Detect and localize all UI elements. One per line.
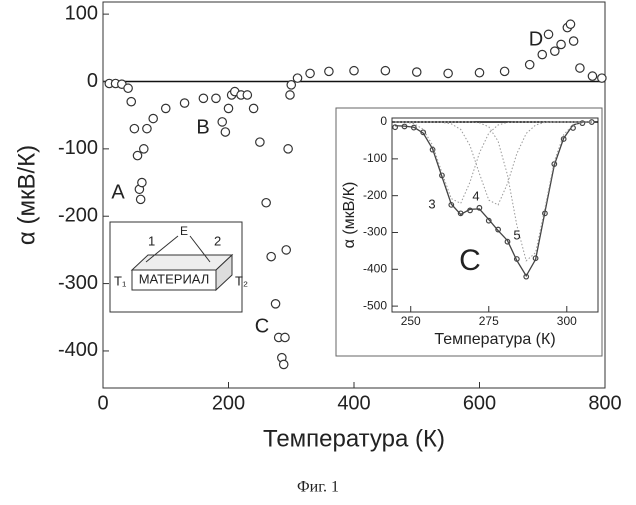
figure: 0 200 400 600 800 -400 -300 -200 -100 0 100 Темпера… — [0, 0, 636, 500]
y-tick-label: -400 — [363, 261, 387, 275]
data-point — [136, 195, 144, 203]
data-point — [576, 64, 584, 72]
data-point — [413, 68, 421, 76]
data-point — [538, 50, 546, 58]
data-point — [350, 67, 358, 75]
wire-label: 2 — [214, 233, 221, 248]
inset-chart: 250 275 300 -500 -400 -300 -200 -100 0 Температур… — [336, 108, 602, 356]
y-tick-label: 0 — [87, 70, 98, 92]
data-point — [284, 145, 292, 153]
x-tick-label: 300 — [557, 314, 577, 328]
data-point — [256, 138, 264, 146]
x-tick-label: 400 — [337, 392, 370, 414]
data-point — [162, 104, 170, 112]
annotation: 3 — [428, 196, 435, 211]
material-label: МАТЕРИАЛ — [139, 271, 210, 286]
data-point — [287, 81, 295, 89]
y-tick-label: -500 — [363, 298, 387, 312]
data-point — [138, 178, 146, 186]
data-point — [566, 20, 574, 28]
data-point — [243, 91, 251, 99]
y-tick-label: -200 — [58, 205, 98, 227]
data-point — [286, 91, 294, 99]
y-axis-label: α (мкВ/К) — [13, 145, 40, 245]
annotation: A — [111, 181, 125, 203]
block-top — [132, 255, 232, 270]
data-point — [130, 124, 138, 132]
temp-label: T₁ — [114, 273, 127, 288]
data-point — [569, 37, 577, 45]
data-point — [149, 114, 157, 122]
annotation: D — [529, 28, 543, 50]
data-point — [180, 99, 188, 107]
data-point — [133, 151, 141, 159]
annotation: B — [196, 116, 209, 138]
annotation: 4 — [472, 188, 479, 203]
data-point — [271, 300, 279, 308]
data-point — [544, 30, 552, 38]
data-point — [143, 124, 151, 132]
x-axis-label: Температура (К) — [263, 425, 445, 452]
data-point — [281, 333, 289, 341]
data-point — [551, 47, 559, 55]
x-tick-label: 0 — [97, 392, 108, 414]
data-point — [262, 199, 270, 207]
data-point — [444, 69, 452, 77]
data-point — [127, 97, 135, 105]
y-tick-label: -300 — [363, 225, 387, 239]
data-point — [199, 94, 207, 102]
schematic: 1 E 2 T₁ МАТЕРИАЛ T₂ — [110, 222, 248, 312]
data-point — [280, 360, 288, 368]
annotation: C — [255, 315, 269, 337]
y-axis-label: α (мкВ/К) — [341, 182, 358, 249]
x-tick-label: 275 — [479, 314, 499, 328]
data-point — [140, 145, 148, 153]
data-point — [500, 67, 508, 75]
data-point — [381, 67, 389, 75]
temp-label: T₂ — [235, 273, 248, 288]
x-tick-label: 250 — [401, 314, 421, 328]
data-point — [475, 69, 483, 77]
caption: Фиг. 1 — [297, 479, 339, 496]
y-tick-label: -400 — [58, 339, 98, 361]
emf-label: E — [180, 224, 188, 238]
data-point — [293, 74, 301, 82]
data-point — [325, 67, 333, 75]
annotation: C — [459, 244, 481, 277]
y-tick-label: -100 — [363, 151, 387, 165]
data-point — [267, 252, 275, 260]
wire-label: 1 — [148, 233, 155, 248]
data-point — [306, 69, 314, 77]
data-point — [526, 60, 534, 68]
y-tick-label: -200 — [363, 188, 387, 202]
data-point — [124, 84, 132, 92]
annotation: 5 — [513, 227, 520, 242]
y-tick-label: -300 — [58, 272, 98, 294]
data-point — [221, 128, 229, 136]
y-tick-label: 0 — [380, 114, 387, 128]
data-point — [588, 72, 596, 80]
y-tick-label: 100 — [65, 2, 98, 24]
data-point — [224, 104, 232, 112]
x-axis-label: Температура (К) — [434, 331, 555, 348]
data-point — [218, 118, 226, 126]
data-point — [249, 104, 257, 112]
x-tick-label: 600 — [463, 392, 496, 414]
data-point — [282, 246, 290, 254]
data-point — [598, 74, 606, 82]
x-tick-label: 200 — [212, 392, 245, 414]
y-tick-label: -100 — [58, 137, 98, 159]
x-tick-label: 800 — [588, 392, 621, 414]
data-point — [212, 94, 220, 102]
data-point — [557, 40, 565, 48]
